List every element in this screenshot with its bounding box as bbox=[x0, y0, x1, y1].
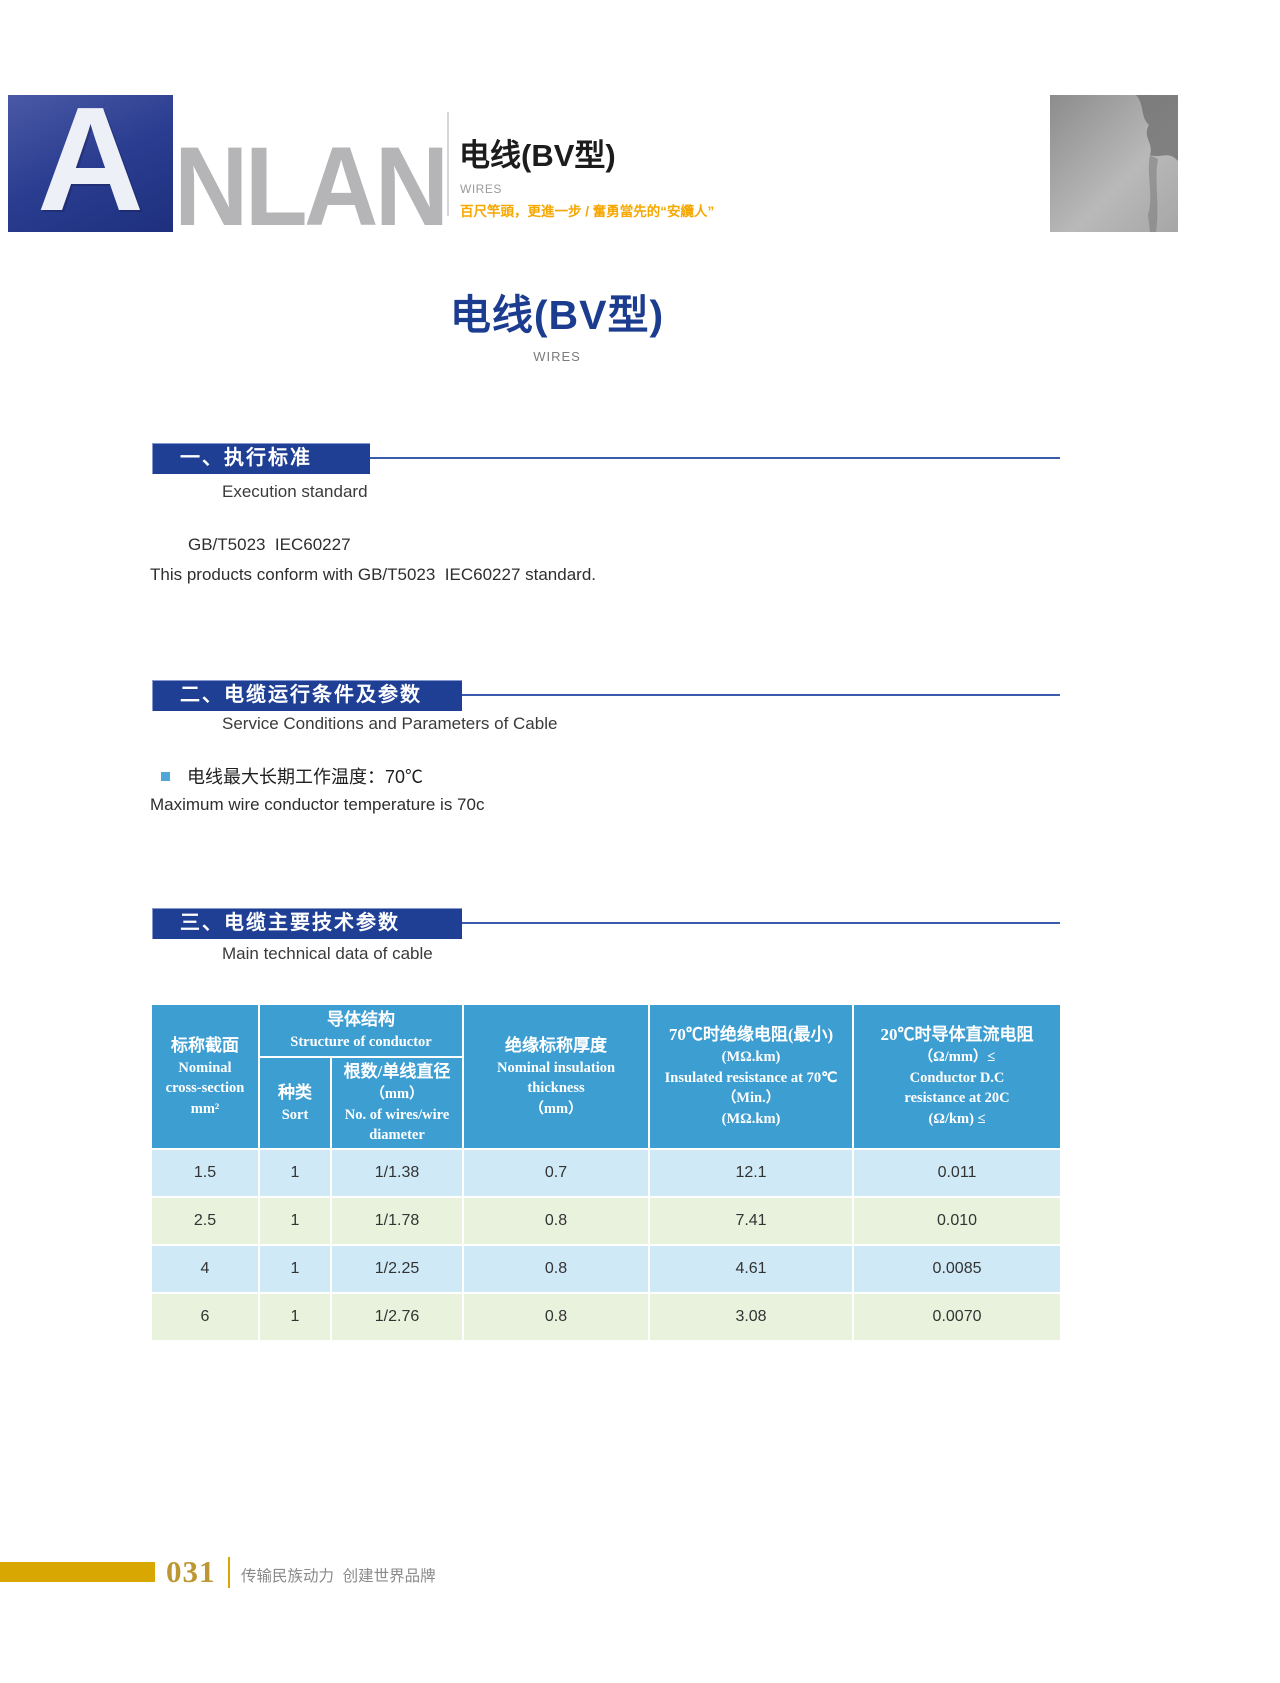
table-cell: 1/2.25 bbox=[329, 1243, 465, 1294]
col-header-wires-diameter: 根数/单线直径 （mm） No. of wires/wire diameter bbox=[329, 1056, 465, 1150]
table-row: 6 1 1/2.76 0.8 3.08 0.0070 bbox=[150, 1291, 1063, 1342]
col-header-sort: 种类 Sort bbox=[258, 1056, 332, 1150]
logo-letter-a: A bbox=[37, 76, 144, 242]
table-cell: 0.8 bbox=[462, 1195, 651, 1246]
col-header-dc-resistance-20c: 20℃时导体直流电阻 （Ω/mm）≤ Conductor D.C resista… bbox=[852, 1003, 1063, 1150]
page-number: 031 bbox=[166, 1554, 216, 1589]
table-cell: 3.08 bbox=[648, 1291, 855, 1342]
table-row: 1.5 1 1/1.38 0.7 12.1 0.011 bbox=[150, 1147, 1063, 1198]
table-cell: 0.010 bbox=[852, 1195, 1063, 1246]
page-title-block: 电线(BV型) WIRES bbox=[0, 281, 1114, 364]
col-header-nominal-cross-section: 标称截面 Nominal cross-section mm² bbox=[150, 1003, 260, 1150]
section-heading-execution-standard: 一、执行标准 bbox=[152, 443, 370, 474]
footer-slogan: 传输民族动力 创建世界品牌 bbox=[241, 1568, 436, 1585]
section-subheading-en: Service Conditions and Parameters of Cab… bbox=[222, 714, 558, 733]
max-temperature-text-zh: 电线最大长期工作温度：70℃ bbox=[187, 767, 424, 787]
table-cell: 1/1.38 bbox=[329, 1147, 465, 1198]
page-title-subtitle: WIRES bbox=[533, 349, 581, 364]
company-logo-mark: A bbox=[8, 85, 173, 233]
header-photo bbox=[1050, 95, 1178, 232]
standard-statement-text: This products conform with GB/T5023 IEC6… bbox=[150, 565, 597, 584]
footer-divider bbox=[228, 1557, 230, 1588]
technical-data-table-wrap: 标称截面 Nominal cross-section mm² 导体结构 Stru… bbox=[150, 1003, 1063, 1342]
table-cell: 6 bbox=[150, 1291, 260, 1342]
section-heading-technical-data: 三、电缆主要技术参数 bbox=[152, 908, 462, 939]
table-cell: 1/1.78 bbox=[329, 1195, 465, 1246]
table-cell: 0.8 bbox=[462, 1243, 651, 1294]
header-tagline: 百尺竿頭，更進一步 / 奮勇當先的“安纜人” bbox=[460, 204, 715, 219]
section-rule bbox=[462, 694, 1060, 696]
table-cell: 2.5 bbox=[150, 1195, 260, 1246]
table-cell: 4.61 bbox=[648, 1243, 855, 1294]
max-temperature-text-en: Maximum wire conductor temperature is 70… bbox=[150, 795, 485, 814]
table-cell: 1 bbox=[258, 1243, 332, 1294]
table-cell: 1 bbox=[258, 1147, 332, 1198]
col-header-insulation-resistance-70c: 70℃时绝缘电阻(最小) (MΩ.km) Insulated resistanc… bbox=[648, 1003, 855, 1150]
bullet-square-icon bbox=[161, 772, 170, 781]
table-cell: 0.0085 bbox=[852, 1243, 1063, 1294]
page-title: 电线(BV型) bbox=[449, 292, 665, 338]
table-cell: 1/2.76 bbox=[329, 1291, 465, 1342]
section-rule bbox=[462, 922, 1060, 924]
table-cell: 0.7 bbox=[462, 1147, 651, 1198]
table-row: 4 1 1/2.25 0.8 4.61 0.0085 bbox=[150, 1243, 1063, 1294]
table-cell: 1 bbox=[258, 1195, 332, 1246]
section-heading-service-conditions: 二、电缆运行条件及参数 bbox=[152, 680, 462, 711]
section-subheading-en: Execution standard bbox=[222, 482, 368, 501]
standard-codes-text: GB/T5023 IEC60227 bbox=[188, 535, 351, 554]
table-cell: 7.41 bbox=[648, 1195, 855, 1246]
table-row: 2.5 1 1/1.78 0.8 7.41 0.010 bbox=[150, 1195, 1063, 1246]
header-divider bbox=[447, 112, 449, 216]
header-product-subtitle: WIRES bbox=[460, 182, 502, 196]
table-cell: 0.011 bbox=[852, 1147, 1063, 1198]
col-header-insulation-thickness: 绝缘标称厚度 Nominal insulation thickness （mm） bbox=[462, 1003, 651, 1150]
table-cell: 12.1 bbox=[648, 1147, 855, 1198]
table-cell: 0.0070 bbox=[852, 1291, 1063, 1342]
logo-wordmark: NLAN bbox=[174, 123, 449, 249]
section-subheading-en: Main technical data of cable bbox=[222, 944, 433, 963]
table-cell: 1 bbox=[258, 1291, 332, 1342]
technical-data-table: 标称截面 Nominal cross-section mm² 导体结构 Stru… bbox=[150, 1003, 1063, 1342]
section-rule bbox=[370, 457, 1060, 459]
col-header-structure-of-conductor: 导体结构 Structure of conductor bbox=[257, 1003, 465, 1058]
footer-accent-bar bbox=[0, 1562, 155, 1582]
header-product-title: 电线(BV型) bbox=[459, 138, 616, 173]
map-shape-icon bbox=[1136, 95, 1178, 232]
table-cell: 1.5 bbox=[150, 1147, 260, 1198]
table-cell: 0.8 bbox=[462, 1291, 651, 1342]
table-cell: 4 bbox=[150, 1243, 260, 1294]
